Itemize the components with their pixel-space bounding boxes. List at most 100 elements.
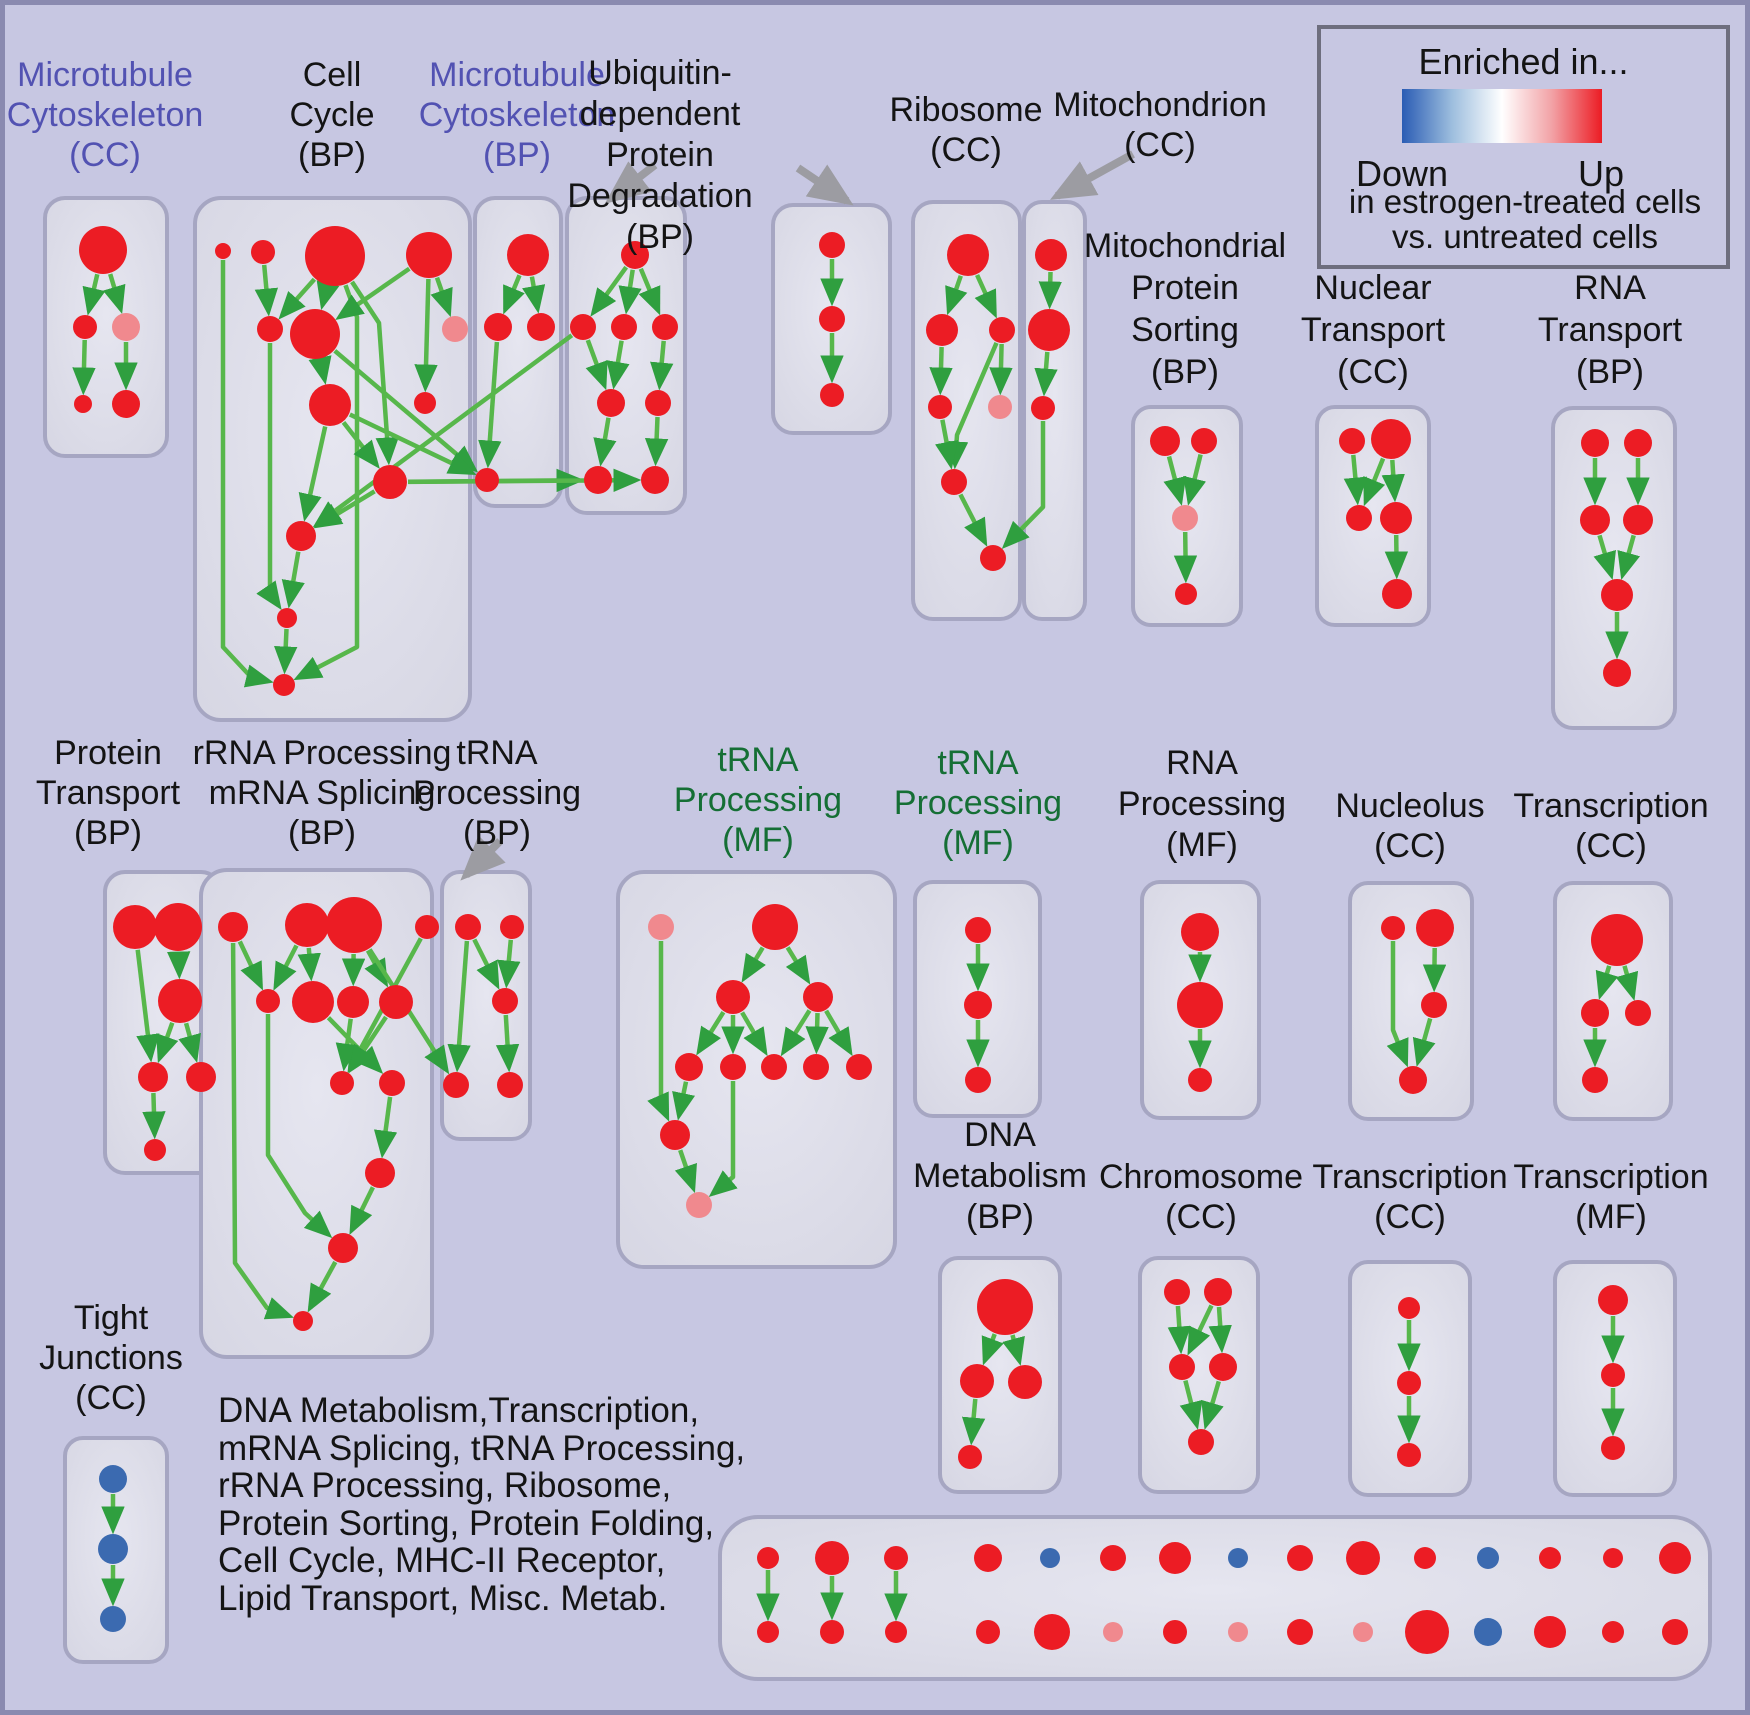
node-a5 — [112, 390, 140, 418]
edge-u2-u5 — [585, 339, 608, 391]
group-label-nuclear-transport: Nuclear Transport (CC) — [1301, 271, 1445, 397]
node-f10 — [660, 1120, 690, 1150]
node-v3 — [820, 383, 844, 407]
node-p3 — [158, 979, 202, 1023]
node-t4 — [443, 1072, 469, 1098]
node-y1 — [1398, 1297, 1420, 1319]
group-label-rna-transport: RNA Transport (BP) — [1538, 271, 1682, 397]
edge-c1-c13 — [220, 260, 274, 688]
edge-g5-g12 — [265, 1014, 333, 1239]
group-label-line: tRNA — [717, 741, 799, 779]
edge-f4-f7 — [780, 1009, 812, 1057]
group-label-mitochondrion: Mitochondrion (CC) — [1053, 88, 1267, 168]
node-w3 — [1625, 1000, 1651, 1026]
edge-g10-g11 — [373, 1096, 398, 1159]
node-t2 — [500, 915, 524, 939]
node-g8 — [379, 985, 413, 1019]
node-u3 — [611, 314, 637, 340]
edge-r4-r6 — [935, 419, 959, 470]
edge-d1-d3 — [1002, 1334, 1025, 1366]
node-p6 — [144, 1139, 166, 1161]
edge-g2-g5 — [273, 944, 299, 991]
edge-x2-x3 — [1187, 1304, 1214, 1356]
group-label-line: Cycle — [289, 96, 375, 134]
node-wt6 — [1100, 1545, 1126, 1571]
group-label-line: (MF) — [1575, 1198, 1647, 1236]
node-j3 — [100, 1606, 126, 1632]
edge-c3-c6 — [316, 280, 340, 311]
edge-c11-c12 — [281, 551, 305, 609]
node-c2 — [251, 240, 275, 264]
node-y2 — [1397, 1371, 1421, 1395]
node-s1 — [1150, 426, 1180, 456]
node-f4 — [803, 982, 833, 1012]
box-rrna-processing — [199, 868, 434, 1359]
node-wt9 — [1287, 1545, 1313, 1571]
node-r5 — [988, 395, 1012, 419]
node-r1 — [947, 234, 989, 276]
node-q4 — [1623, 505, 1653, 535]
group-label-line: tRNA — [456, 734, 538, 772]
edge-c3-c10 — [350, 280, 399, 466]
group-label-line: Transcription — [1513, 1158, 1709, 1196]
node-wb1 — [757, 1621, 779, 1643]
node-c6 — [290, 309, 340, 359]
node-f7 — [761, 1054, 787, 1080]
edge-w1-w3 — [1615, 965, 1639, 1001]
group-label-line: Chromosome — [1098, 1158, 1304, 1196]
edge-a2-a4 — [72, 339, 96, 396]
edge-r2-r4 — [929, 346, 953, 396]
node-c12 — [277, 608, 297, 628]
edge-t3-t5 — [495, 1014, 520, 1073]
group-label-line: Ribosome — [889, 91, 1043, 129]
group-label-line: (BP) — [966, 1198, 1034, 1236]
group-label-line: mRNA Splicing — [208, 774, 436, 812]
network-diagram — [43, 150, 1712, 1681]
node-w2 — [1581, 999, 1609, 1027]
note-line: Lipid Transport, Misc. Metab. — [218, 1578, 668, 1618]
group-label-line: Transcription — [1312, 1158, 1508, 1196]
node-t3 — [492, 988, 518, 1014]
edge-m1-m2 — [503, 274, 525, 315]
edge-g1-g5 — [237, 940, 264, 991]
node-g9 — [330, 1071, 354, 1095]
group-label-line: dependent — [579, 95, 741, 133]
group-label-line: (CC) — [1374, 827, 1446, 865]
edge-d1-d2 — [981, 1333, 1004, 1366]
node-d2 — [960, 1364, 994, 1398]
node-u8 — [641, 466, 669, 494]
node-j1 — [99, 1465, 127, 1493]
node-r3 — [989, 317, 1015, 343]
node-c11 — [286, 521, 316, 551]
edge-p3-p5 — [178, 1022, 201, 1063]
node-x4 — [1209, 1353, 1237, 1381]
edge-u3-u5 — [606, 340, 630, 390]
edge-t1-t3 — [472, 938, 500, 990]
edge-f1-f10 — [647, 941, 670, 1122]
node-x2 — [1204, 1278, 1232, 1306]
edge-t2-t3 — [497, 939, 521, 989]
node-h2 — [964, 991, 992, 1019]
legend-subtitle-2: vs. untreated cells — [1392, 218, 1658, 255]
group-label-line: (CC) — [1124, 126, 1196, 164]
group-label-tight-junctions: Tight Junctions (CC) — [39, 1301, 183, 1421]
edges — [72, 259, 1650, 1622]
group-label-line: DNA — [964, 1116, 1036, 1154]
edge-l1-l4 — [1386, 941, 1409, 1068]
node-v1 — [819, 232, 845, 258]
group-label-microtubule-bp: Microtubule Cytoskeleton (BP) — [419, 58, 616, 178]
node-o1 — [1035, 239, 1067, 271]
node-p5 — [186, 1062, 216, 1092]
group-label-trna-processing-mf-2: tRNA Processing (MF) — [894, 746, 1062, 866]
node-q1 — [1581, 429, 1609, 457]
group-label-line: (BP) — [1575, 353, 1644, 391]
group-label-line: (CC) — [75, 1379, 147, 1417]
edge-g1-g13 — [230, 942, 294, 1320]
edge-c4-c7 — [430, 276, 453, 318]
edge-r1-r2 — [945, 275, 968, 316]
node-wt10 — [1346, 1541, 1380, 1575]
node-v2 — [819, 306, 845, 332]
annotation-arrow-icon — [604, 161, 658, 204]
legend: Enriched in... Down Up in estrogen-treat… — [1317, 25, 1730, 269]
group-label-line: Transport — [1300, 311, 1446, 349]
